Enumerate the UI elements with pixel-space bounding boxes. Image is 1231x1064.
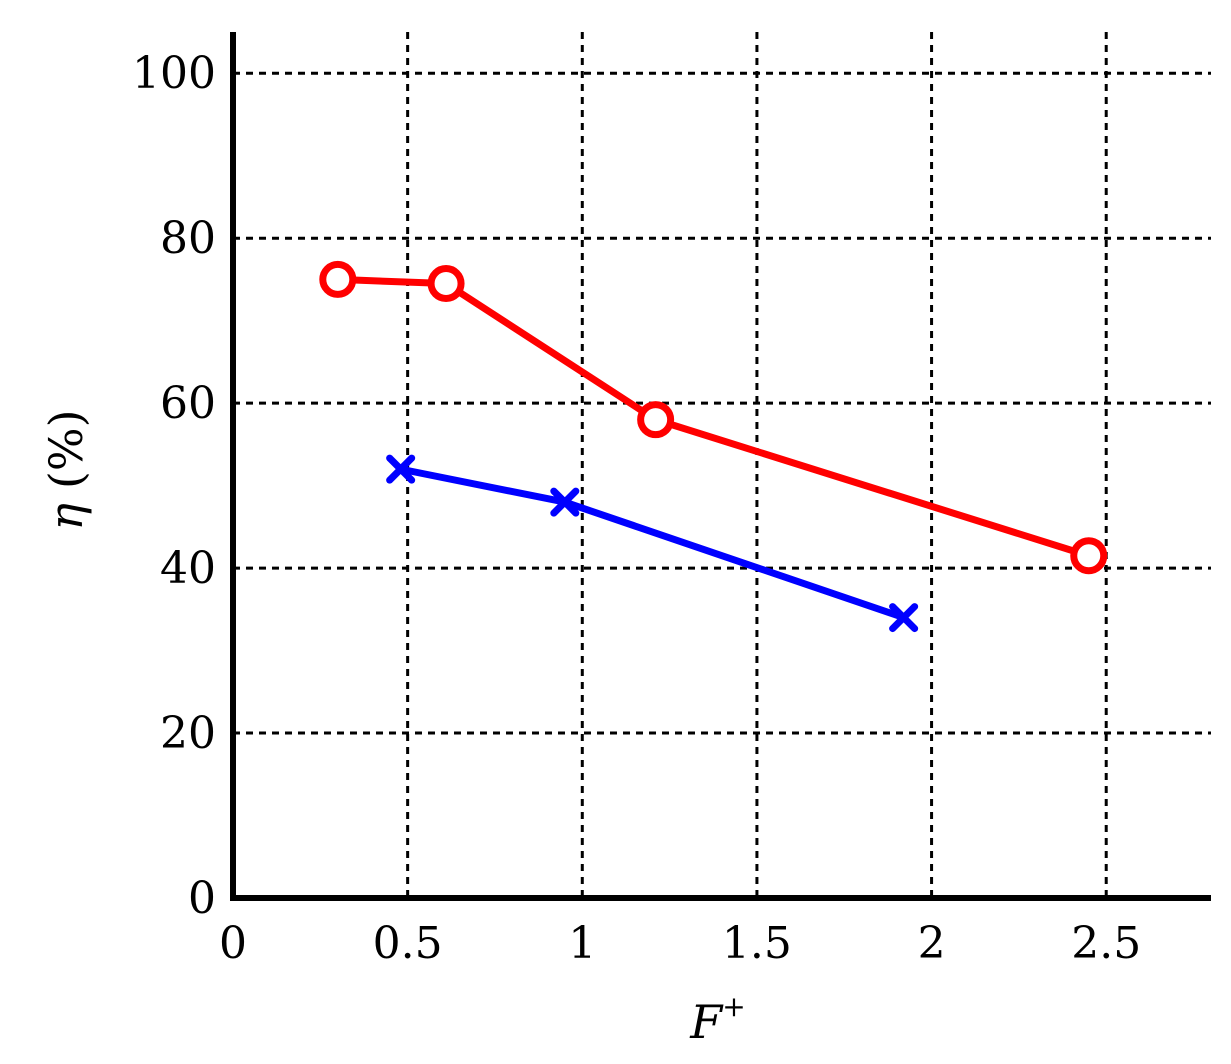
data-point-circle: [637, 401, 675, 439]
y-tick-label: 40: [160, 543, 216, 594]
y-tick-label: 0: [188, 873, 216, 924]
data-point-x: [386, 454, 416, 484]
data-point-x-stroke: [889, 603, 919, 633]
x-tick-label: 0.5: [373, 918, 443, 969]
data-point-circle: [1070, 537, 1108, 575]
data-point-circle: [427, 265, 465, 303]
series-line: [334, 275, 1093, 560]
data-point-x: [889, 603, 919, 633]
y-axis-label-unit: (%): [39, 409, 93, 489]
data-point-circle: [319, 260, 357, 298]
x-axis-label-superscript: +: [722, 990, 745, 1023]
x-tick-label: 0: [219, 918, 247, 969]
data-point-x: [550, 487, 580, 517]
data-point-x-stroke: [386, 454, 416, 484]
x-tick-label: 2: [918, 918, 946, 969]
x-tick-label: 1: [568, 918, 596, 969]
y-axis-label-symbol: η: [39, 503, 93, 531]
x-axis-label: F+: [689, 990, 745, 1049]
y-tick-label: 60: [160, 378, 216, 429]
x-tick-label: 1.5: [722, 918, 792, 969]
y-tick-label: 20: [160, 708, 216, 759]
grid-lines: [233, 32, 1211, 898]
axes: [230, 32, 1211, 901]
x-tick-labels: 0 0.5 1 1.5 2 2.5: [219, 918, 1141, 969]
x-tick-label: 2.5: [1071, 918, 1141, 969]
y-tick-label: 80: [160, 213, 216, 264]
y-axis-label: η (%): [39, 409, 93, 530]
data-point-x-stroke: [550, 487, 580, 517]
y-tick-label: 100: [132, 48, 216, 99]
series-group: [319, 260, 1108, 633]
y-axis-label-group: η (%): [39, 409, 93, 530]
y-tick-labels: 0 20 40 60 80 100: [132, 48, 216, 924]
series-line: [397, 465, 908, 622]
